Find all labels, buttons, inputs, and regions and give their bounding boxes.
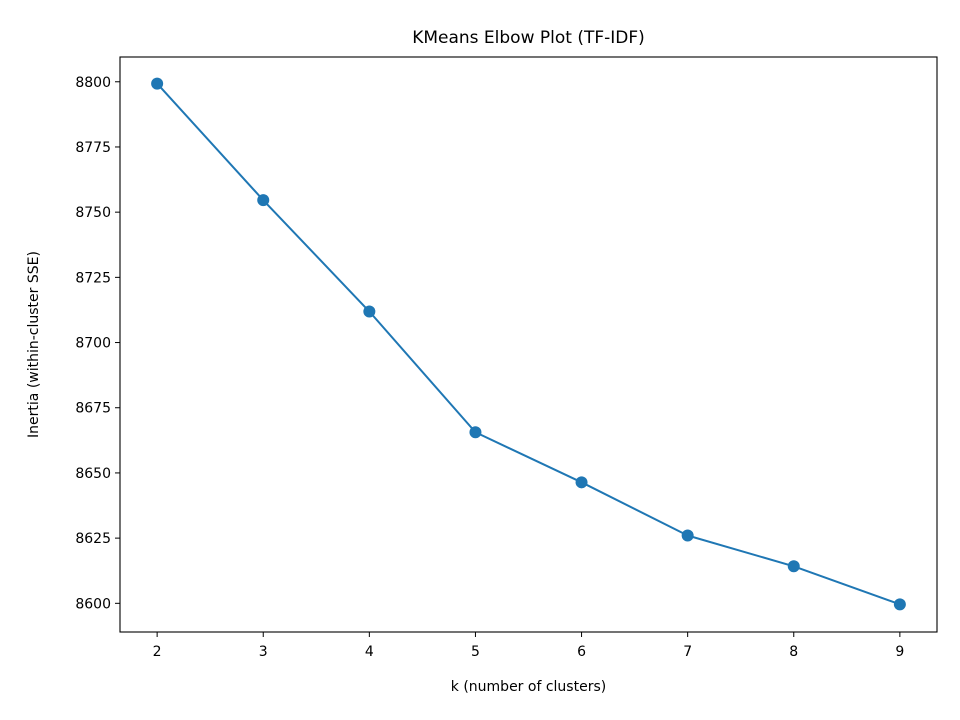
x-tick-label: 6 (577, 644, 586, 660)
x-tick-label: 4 (365, 644, 374, 660)
y-tick-label: 8625 (75, 531, 111, 547)
x-tick-label: 9 (895, 644, 904, 660)
chart-title: KMeans Elbow Plot (TF-IDF) (412, 28, 645, 48)
x-axis-label: k (number of clusters) (451, 679, 606, 695)
y-tick-label: 8700 (75, 336, 111, 352)
y-axis-ticks: 8600 8625 8650 8675 8700 8725 8750 8775 8800 (75, 75, 120, 612)
data-point (469, 426, 482, 439)
data-point (893, 598, 906, 611)
x-tick-label: 5 (471, 644, 480, 660)
data-point (257, 194, 270, 207)
y-tick-label: 8650 (75, 466, 111, 482)
y-axis-label: Inertia (within-cluster SSE) (26, 251, 42, 438)
y-tick-label: 8725 (75, 270, 111, 286)
y-tick-label: 8750 (75, 205, 111, 221)
series-layer (151, 77, 906, 611)
data-point (787, 560, 800, 573)
y-tick-label: 8675 (75, 401, 111, 417)
series-line (156, 82, 901, 606)
plot-frame (119, 56, 938, 633)
x-tick-label: 2 (153, 644, 162, 660)
x-tick-label: 3 (259, 644, 268, 660)
data-point (681, 529, 694, 542)
data-point (151, 77, 164, 90)
data-point (575, 476, 588, 489)
x-tick-label: 7 (683, 644, 692, 660)
data-point (363, 305, 376, 318)
y-tick-label: 8600 (75, 596, 111, 612)
x-axis-ticks: 2 3 4 5 6 7 8 9 (153, 632, 904, 660)
x-tick-label: 8 (789, 644, 798, 660)
y-tick-label: 8800 (75, 75, 111, 91)
y-tick-label: 8775 (75, 140, 111, 156)
